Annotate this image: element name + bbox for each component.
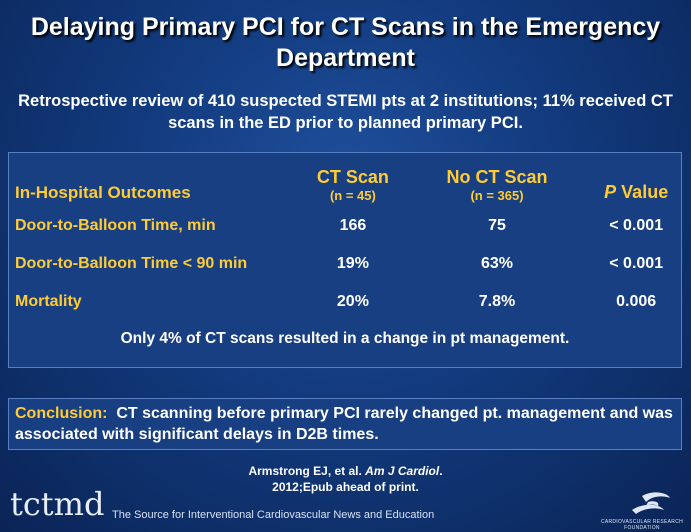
row-ct-value: 19%	[336, 255, 369, 272]
row-label: Mortality	[15, 293, 82, 310]
header-p-italic: P	[604, 182, 617, 202]
row-no-ct-value: 63%	[480, 255, 514, 272]
table-note: Only 4% of CT scans resulted in a change…	[120, 330, 570, 347]
header-ct-scan-label: CT Scan	[316, 167, 389, 187]
table-row: Door-to-Balloon Time < 90 min 19% 63% < …	[15, 245, 681, 283]
citation-line2: 2012;Epub ahead of print.	[272, 480, 419, 494]
row-ct-value: 166	[339, 217, 367, 234]
row-label: Door-to-Balloon Time < 90 min	[15, 255, 248, 272]
citation-end: .	[439, 464, 443, 478]
header-outcomes: In-Hospital Outcomes	[15, 183, 191, 202]
tctmd-logo-text: tctmd	[10, 485, 105, 523]
outcomes-panel: In-Hospital Outcomes CT Scan (n = 45) No…	[8, 152, 682, 368]
citation-journal: Am J Cardiol	[365, 464, 440, 478]
table-row: Mortality 20% 7.8% 0.006	[15, 283, 681, 321]
header-no-ct-scan-n: (n = 365)	[470, 188, 524, 203]
citation-authors: Armstrong EJ, et al.	[248, 464, 366, 478]
tctmd-logo: tctmd	[10, 485, 104, 523]
table-row: Door-to-Balloon Time, min 166 75 < 0.001	[15, 207, 681, 245]
header-p-rest: Value	[616, 182, 669, 202]
conclusion-label: Conclusion:	[15, 405, 108, 422]
table-header-row: In-Hospital Outcomes CT Scan (n = 45) No…	[15, 157, 681, 207]
crf-logo-icon	[632, 492, 670, 514]
header-no-ct-scan-label: No CT Scan	[446, 167, 548, 187]
row-p-value: 0.006	[616, 293, 657, 310]
conclusion-box: Conclusion: CT scanning before primary P…	[8, 398, 682, 450]
slide-subtitle: Retrospective review of 410 suspected ST…	[18, 92, 673, 132]
crf-logo-text: CARDIOVASCULAR RESEARCH FOUNDATION	[600, 519, 684, 531]
footer-tagline: The Source for Interventional Cardiovasc…	[112, 509, 435, 521]
row-p-value: < 0.001	[609, 217, 664, 234]
header-no-ct-scan: No CT Scan (n = 365)	[403, 157, 592, 207]
slide-title: Delaying Primary PCI for CT Scans in the…	[30, 13, 661, 72]
header-ct-scan: CT Scan (n = 45)	[303, 157, 402, 207]
row-label: Door-to-Balloon Time, min	[15, 217, 216, 234]
row-no-ct-value: 75	[488, 217, 506, 234]
outcomes-table: In-Hospital Outcomes CT Scan (n = 45) No…	[15, 157, 681, 321]
conclusion-text: CT scanning before primary PCI rarely ch…	[15, 405, 673, 443]
citation: Armstrong EJ, et al. Am J Cardiol. 2012;…	[0, 463, 691, 495]
header-ct-scan-n: (n = 45)	[329, 188, 376, 203]
row-no-ct-value: 7.8%	[478, 293, 516, 310]
header-p-value: P Value	[591, 157, 681, 207]
row-ct-value: 20%	[336, 293, 369, 310]
row-p-value: < 0.001	[609, 255, 664, 272]
